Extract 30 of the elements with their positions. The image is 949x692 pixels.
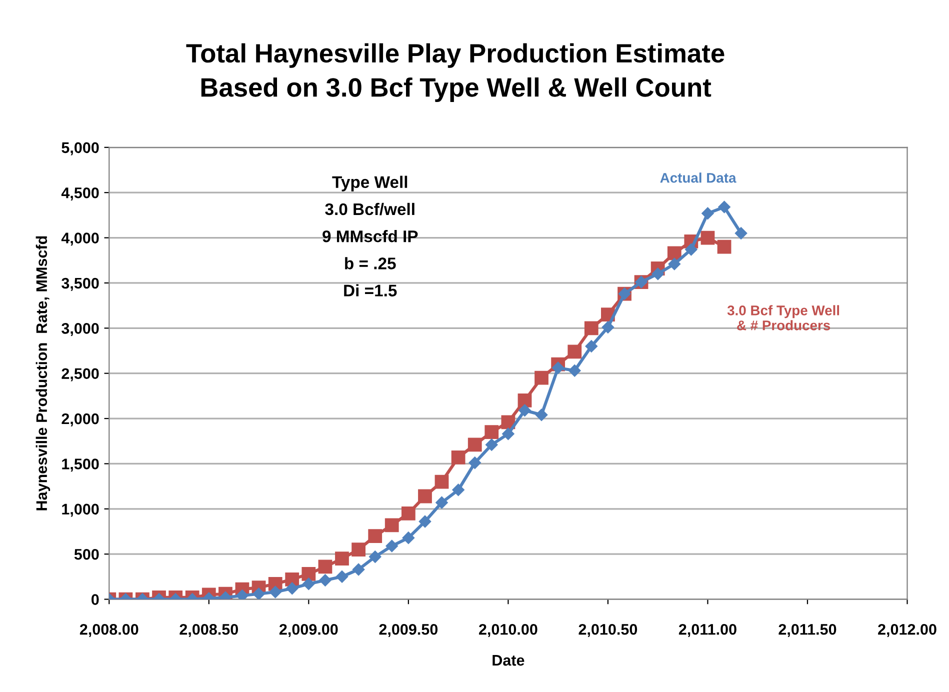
text: 3.0 Bcf Type Well & # Producers [727,305,840,330]
x-tick-label: 2,011.50 [778,624,836,638]
y-tick-label: 3,500 [62,278,99,291]
x-tick-label: 2,011.00 [678,624,736,638]
y-tick-label: 1,000 [62,504,99,517]
x-tick-label: 2,008.00 [80,624,138,638]
y-tick-label: 1,500 [62,458,99,472]
annotation: Di =1.5 [344,284,397,296]
y-tick-label: 2,000 [62,413,99,426]
x-tick-label: 2,009.50 [379,624,438,638]
x-axis-title: Date [492,655,524,666]
annotation: 3.0 Bcf/well [325,202,414,216]
x-tick-label: 2,010.00 [478,624,538,638]
y-tick-label: 4,000 [61,232,99,246]
x-tick-label: 2,009.00 [279,624,338,638]
y-tick-label: 3,000 [62,323,99,336]
y-tick-label: 4,500 [61,187,99,200]
x-tick-label: 2,012.00 [878,624,936,638]
y-tick-label: 2,500 [62,368,99,382]
y-tick-label: 500 [74,548,99,560]
series-label: Actual Data [660,172,736,183]
y-axis-title: Haynesville Production Rate, MMscfd [36,236,50,510]
annotation: Type Well [332,176,408,192]
y-tick-label: 0 [92,594,99,605]
y-tick-label: 5,000 [62,142,99,156]
chart-title: Total Haynesville Play Production Estimate Based on 3.0 Bcf Type Well & Well Count [186,43,724,102]
x-tick-label: 2,008.50 [180,624,238,638]
annotation: b = .25 [345,257,396,270]
x-tick-label: 2,010.50 [578,624,638,638]
annotation: 9 MMscfd IP [322,230,418,242]
